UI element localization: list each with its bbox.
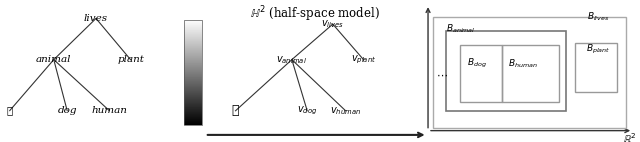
Text: ⋯: ⋯ [436, 70, 447, 80]
Text: lives: lives [84, 14, 108, 23]
Text: $\mathbb{H}^2$ (half-space model): $\mathbb{H}^2$ (half-space model) [250, 4, 380, 24]
Text: ⋯: ⋯ [232, 104, 239, 117]
Text: $B_{animal}$: $B_{animal}$ [445, 22, 475, 35]
Bar [460, 45, 502, 102]
Text: $B_{human}$: $B_{human}$ [508, 58, 538, 70]
Text: $B_{lives}$: $B_{lives}$ [588, 11, 610, 23]
Bar [184, 20, 202, 125]
Text: $v_{dog}$: $v_{dog}$ [297, 105, 317, 117]
Bar [502, 45, 559, 102]
Text: ⋯: ⋯ [6, 106, 13, 115]
Bar [447, 31, 566, 111]
Text: $v_{human}$: $v_{human}$ [330, 105, 361, 117]
Bar [433, 17, 626, 128]
Text: human: human [92, 106, 127, 115]
Text: $v_{lives}$: $v_{lives}$ [321, 18, 344, 30]
Text: $v_{plant}$: $v_{plant}$ [351, 53, 376, 66]
Text: plant: plant [117, 55, 144, 64]
Text: $B_{dog}$: $B_{dog}$ [467, 57, 486, 70]
Bar [575, 43, 617, 92]
Text: $\mathbb{R}^2$: $\mathbb{R}^2$ [623, 131, 637, 142]
Text: animal: animal [36, 55, 72, 64]
Text: dog: dog [58, 106, 77, 115]
Text: $B_{plant}$: $B_{plant}$ [586, 43, 611, 56]
Text: $v_{animal}$: $v_{animal}$ [276, 54, 307, 66]
